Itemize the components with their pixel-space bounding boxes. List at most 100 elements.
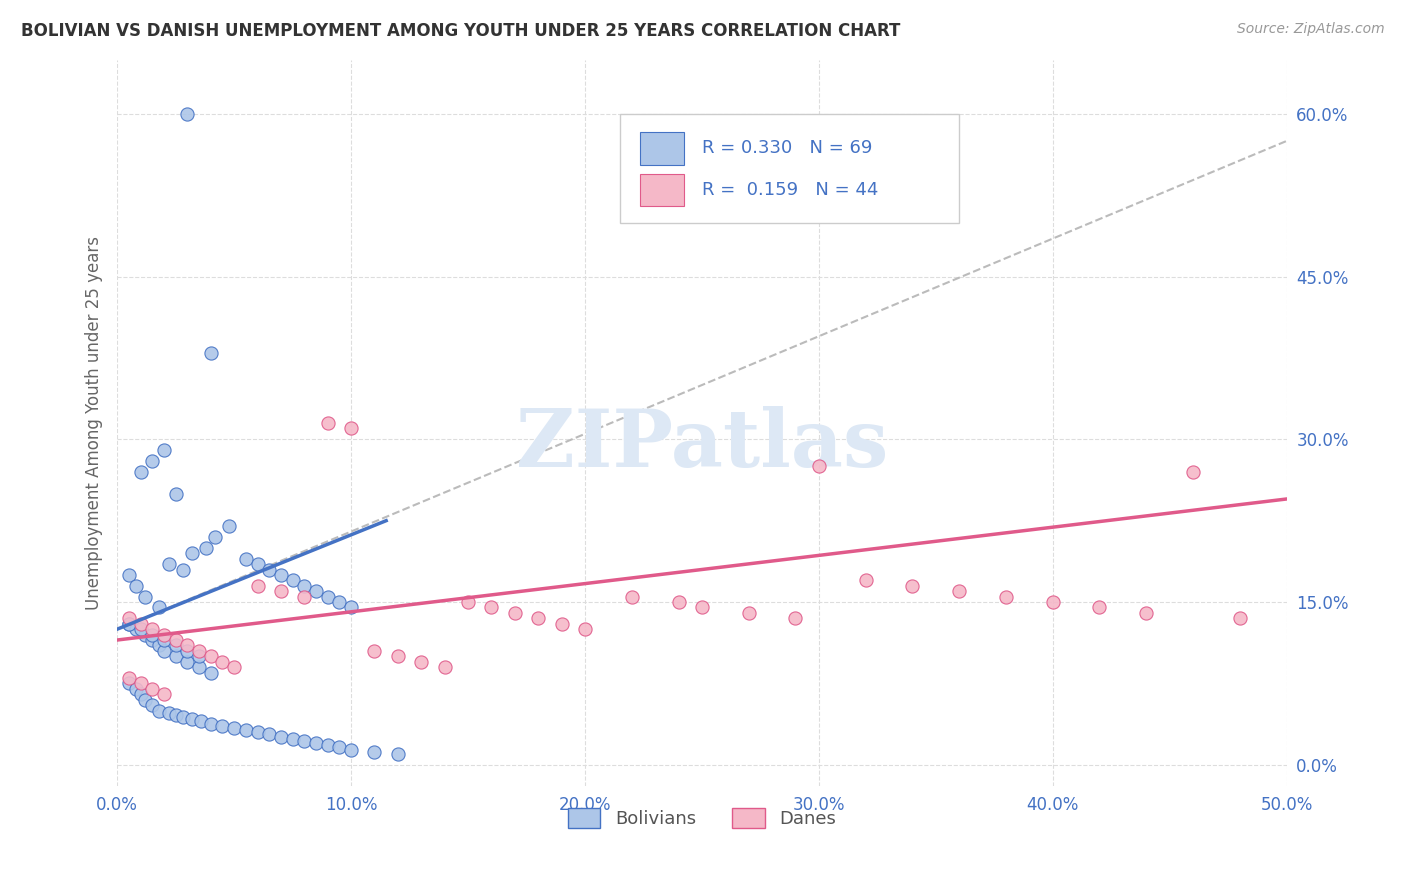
Point <box>363 745 385 759</box>
Point <box>340 600 363 615</box>
Point <box>363 644 385 658</box>
Point <box>165 639 187 653</box>
Point <box>181 546 204 560</box>
Point <box>305 736 328 750</box>
Point <box>901 579 924 593</box>
FancyBboxPatch shape <box>640 174 685 206</box>
Point <box>195 541 218 555</box>
Point <box>737 606 759 620</box>
Point <box>200 345 222 359</box>
Point <box>281 574 304 588</box>
Point <box>292 590 315 604</box>
Point <box>118 676 141 690</box>
Point <box>316 738 339 752</box>
Point <box>118 616 141 631</box>
Point <box>141 698 163 712</box>
Point <box>281 731 304 746</box>
Point <box>165 649 187 664</box>
Point <box>165 486 187 500</box>
Point <box>387 747 409 761</box>
Point <box>141 681 163 696</box>
Point <box>172 710 194 724</box>
Point <box>204 530 226 544</box>
Point <box>1042 595 1064 609</box>
Point <box>188 644 211 658</box>
Point <box>387 649 409 664</box>
Point <box>118 611 141 625</box>
Point <box>292 579 315 593</box>
Point <box>134 627 156 641</box>
Point <box>200 665 222 680</box>
Point <box>328 595 350 609</box>
Point <box>1088 600 1111 615</box>
Point <box>235 723 257 737</box>
Point <box>125 681 148 696</box>
Point <box>270 568 292 582</box>
Point <box>994 590 1017 604</box>
Point <box>224 660 246 674</box>
Point <box>270 584 292 599</box>
Point <box>188 649 211 664</box>
Point <box>224 721 246 735</box>
Point <box>129 622 152 636</box>
Point <box>668 595 690 609</box>
Point <box>118 671 141 685</box>
Point <box>1182 465 1205 479</box>
Point <box>188 660 211 674</box>
Point <box>690 600 713 615</box>
Point <box>411 655 433 669</box>
Point <box>134 590 156 604</box>
Point <box>235 551 257 566</box>
Point <box>129 616 152 631</box>
Point <box>141 633 163 648</box>
Point <box>1229 611 1251 625</box>
Point <box>481 600 503 615</box>
FancyBboxPatch shape <box>620 114 959 223</box>
Text: BOLIVIAN VS DANISH UNEMPLOYMENT AMONG YOUTH UNDER 25 YEARS CORRELATION CHART: BOLIVIAN VS DANISH UNEMPLOYMENT AMONG YO… <box>21 22 900 40</box>
Legend: Bolivians, Danes: Bolivians, Danes <box>561 800 844 836</box>
Point <box>218 519 240 533</box>
Point <box>948 584 970 599</box>
Point <box>176 644 198 658</box>
Point <box>125 622 148 636</box>
Point <box>316 590 339 604</box>
Point <box>153 443 176 458</box>
Point <box>211 719 233 733</box>
Point <box>620 590 643 604</box>
Point <box>141 454 163 468</box>
Point <box>855 574 877 588</box>
Point <box>457 595 479 609</box>
Point <box>190 714 212 729</box>
Point <box>172 562 194 576</box>
Point <box>148 600 170 615</box>
Point <box>176 107 198 121</box>
Point <box>153 627 176 641</box>
Point <box>134 692 156 706</box>
Point <box>257 727 280 741</box>
Point <box>148 639 170 653</box>
Point <box>118 568 141 582</box>
Text: R =  0.159   N = 44: R = 0.159 N = 44 <box>702 181 879 199</box>
Point <box>165 707 187 722</box>
Point <box>165 633 187 648</box>
Point <box>153 644 176 658</box>
Point <box>157 706 180 720</box>
Point <box>328 740 350 755</box>
Point <box>129 465 152 479</box>
Point <box>176 639 198 653</box>
Y-axis label: Unemployment Among Youth under 25 years: Unemployment Among Youth under 25 years <box>86 236 103 610</box>
Point <box>246 557 269 571</box>
Point <box>807 459 830 474</box>
Point <box>246 579 269 593</box>
Point <box>270 730 292 744</box>
Point <box>153 633 176 648</box>
Point <box>176 655 198 669</box>
Point <box>200 649 222 664</box>
Point <box>305 584 328 599</box>
Point <box>550 616 572 631</box>
Point <box>1135 606 1157 620</box>
Point <box>527 611 550 625</box>
Text: ZIPatlas: ZIPatlas <box>516 406 889 483</box>
Point <box>340 421 363 435</box>
Point <box>153 687 176 701</box>
